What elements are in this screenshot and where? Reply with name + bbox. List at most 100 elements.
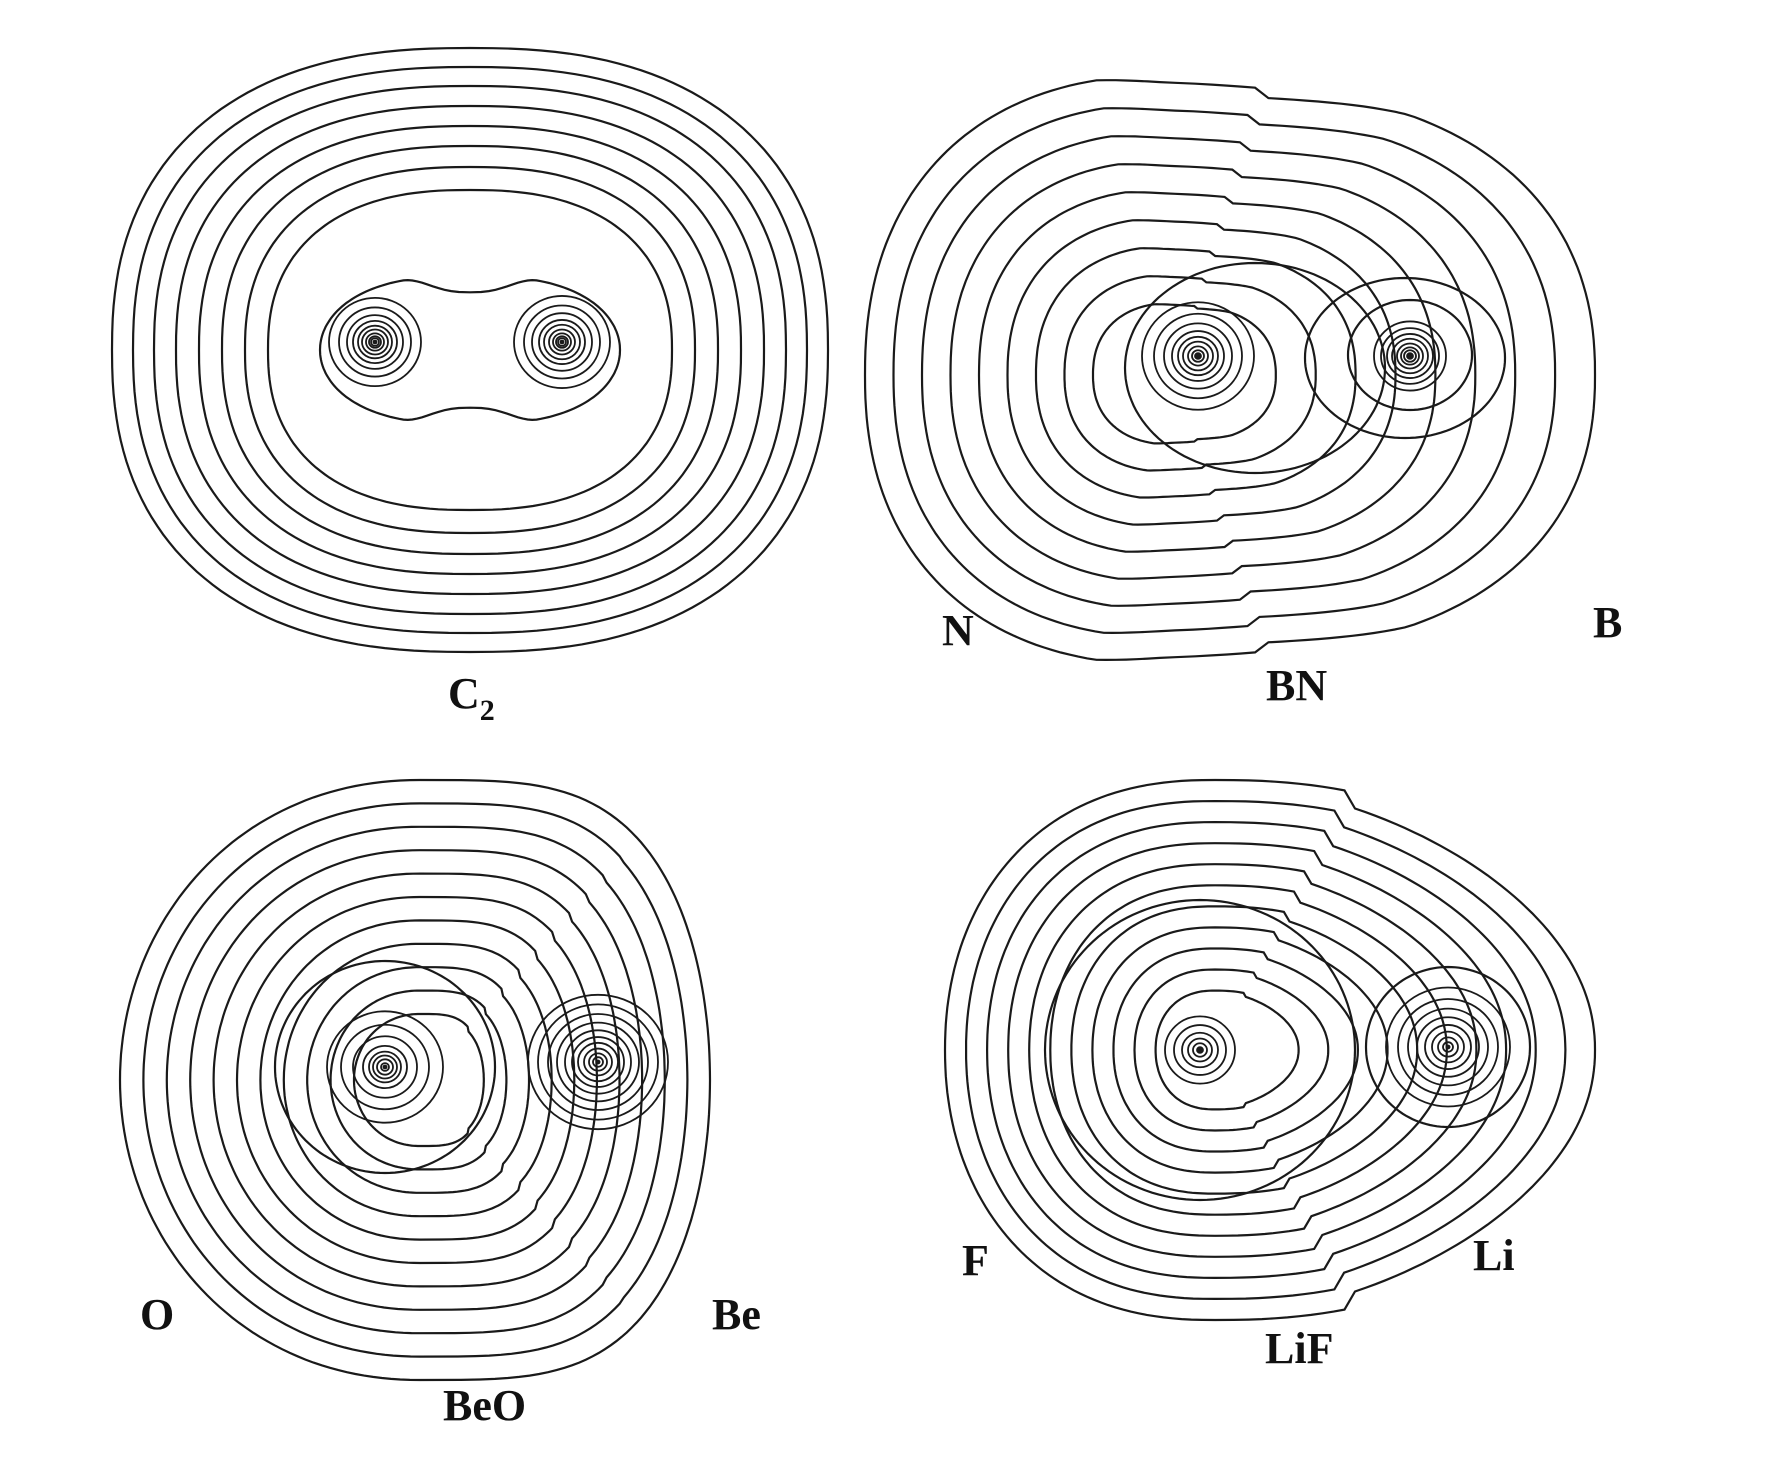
- nucleus-li-ring: [1431, 1030, 1465, 1064]
- nucleus-c-right-ring: [555, 335, 569, 349]
- contour-line: [1112, 947, 1360, 1153]
- nucleus-li-ring: [1437, 1036, 1459, 1058]
- nucleus-c-right-ring: [548, 328, 576, 356]
- nucleus-c-left-ring: [365, 332, 385, 352]
- contour-line: [863, 79, 1597, 662]
- contour-line: [329, 989, 508, 1171]
- nucleus-be-ring: [527, 993, 669, 1131]
- nucleus-f-ring: [1196, 1046, 1204, 1054]
- contour-line: [110, 46, 830, 654]
- nucleus-o-ring: [326, 1010, 444, 1124]
- contour-line: [352, 1012, 485, 1148]
- nucleus-o-ring: [376, 1058, 394, 1076]
- contour-line: [197, 124, 743, 576]
- nucleus-o-ring: [372, 1054, 398, 1080]
- nucleus-c-right-ring: [552, 332, 572, 352]
- contour-line: [118, 778, 712, 1382]
- panel-c2: C2: [110, 46, 830, 727]
- contour-line: [1133, 968, 1330, 1132]
- contour-line: [1303, 276, 1507, 440]
- contour-line: [1034, 247, 1357, 499]
- nucleus-c-right-ring: [523, 304, 601, 380]
- contour-line: [165, 825, 666, 1335]
- nucleus-n-ring: [1187, 345, 1209, 367]
- contour-line: [1028, 863, 1478, 1237]
- nucleus-li-ring: [1416, 1016, 1480, 1078]
- atom-label-f: F: [962, 1236, 989, 1285]
- caption-beo: BeO: [443, 1381, 526, 1430]
- nucleus-o-ring: [352, 1035, 418, 1099]
- nucleus-n-ring: [1177, 335, 1219, 377]
- nucleus-b-ring: [1380, 327, 1440, 385]
- contour-line: [920, 135, 1517, 607]
- nucleus-be-ring: [571, 1036, 625, 1088]
- contour-line: [965, 799, 1567, 1301]
- contour-line: [220, 144, 720, 556]
- contour-line: [318, 278, 622, 422]
- nucleus-be-ring: [537, 1003, 659, 1121]
- nucleus-c-right-ring: [543, 323, 581, 361]
- nucleus-c-right-ring: [513, 295, 611, 389]
- contour-line: [212, 872, 621, 1288]
- nucleus-n-ring: [1153, 312, 1243, 400]
- contour-line: [1364, 965, 1532, 1129]
- contour-line: [259, 919, 576, 1241]
- nucleus-b-ring: [1391, 337, 1429, 375]
- nucleus-f-ring: [1173, 1024, 1227, 1076]
- nucleus-c-right-ring: [557, 337, 567, 347]
- atom-label-li: Li: [1473, 1231, 1515, 1280]
- nucleus-be-ring: [588, 1052, 608, 1072]
- caption-bn: BN: [1266, 661, 1327, 710]
- contours-bn: [863, 79, 1597, 662]
- contour-line: [189, 849, 644, 1311]
- panel-bn: N B BN: [863, 79, 1622, 710]
- atom-label-b: B: [1593, 598, 1622, 647]
- nucleus-li-core: [1445, 1044, 1451, 1050]
- nucleus-b-core: [1407, 353, 1413, 359]
- nucleus-li-ring: [1397, 998, 1499, 1096]
- nucleus-n-ring: [1171, 330, 1225, 382]
- nucleus-be-ring: [583, 1047, 613, 1077]
- nucleus-c-left-ring: [357, 324, 393, 360]
- nucleus-c-left-core: [372, 339, 378, 345]
- nucleus-f-ring: [1187, 1037, 1213, 1063]
- caption-lif: LiF: [1265, 1324, 1333, 1373]
- contours-beo: [118, 778, 712, 1382]
- nucleus-n-ring: [1163, 322, 1233, 390]
- nucleus-c-left-ring: [328, 296, 422, 388]
- contour-line: [282, 942, 553, 1218]
- nucleus-be-ring: [547, 1013, 649, 1111]
- contour-line: [977, 191, 1437, 553]
- contour-line: [943, 778, 1597, 1322]
- contour-line: [1346, 298, 1474, 412]
- contour-line: [131, 65, 809, 635]
- nucleus-li-ring: [1407, 1007, 1489, 1087]
- contours-c2: [110, 46, 830, 654]
- contour-line: [949, 163, 1477, 580]
- caption-c2: C2: [448, 669, 495, 727]
- panel-beo: O Be BeO: [118, 778, 761, 1430]
- atom-label-be: Be: [712, 1290, 761, 1339]
- nucleus-c-left-ring: [368, 335, 382, 349]
- contour-line: [1154, 989, 1300, 1111]
- nucleus-c-left-ring: [352, 319, 398, 365]
- contour-line: [1049, 884, 1448, 1216]
- nucleus-b-ring: [1400, 346, 1420, 366]
- contour-line: [273, 959, 497, 1175]
- nucleus-n-ring: [1194, 352, 1202, 360]
- contour-line: [1123, 261, 1387, 475]
- nucleus-c-left-ring: [338, 306, 412, 378]
- nucleus-n-ring: [1141, 301, 1255, 411]
- contour-line: [152, 84, 788, 616]
- nucleus-c-left-ring: [346, 314, 404, 370]
- contour-line: [1043, 898, 1357, 1202]
- contour-line: [243, 165, 697, 535]
- nucleus-be-ring: [564, 1029, 632, 1095]
- nucleus-f-ring: [1192, 1042, 1208, 1058]
- nucleus-li-ring: [1442, 1041, 1454, 1053]
- nucleus-n-core: [1195, 353, 1201, 359]
- nucleus-be-ring: [577, 1041, 619, 1083]
- nucleus-o-ring: [362, 1044, 408, 1090]
- nucleus-c-right-ring: [538, 319, 586, 365]
